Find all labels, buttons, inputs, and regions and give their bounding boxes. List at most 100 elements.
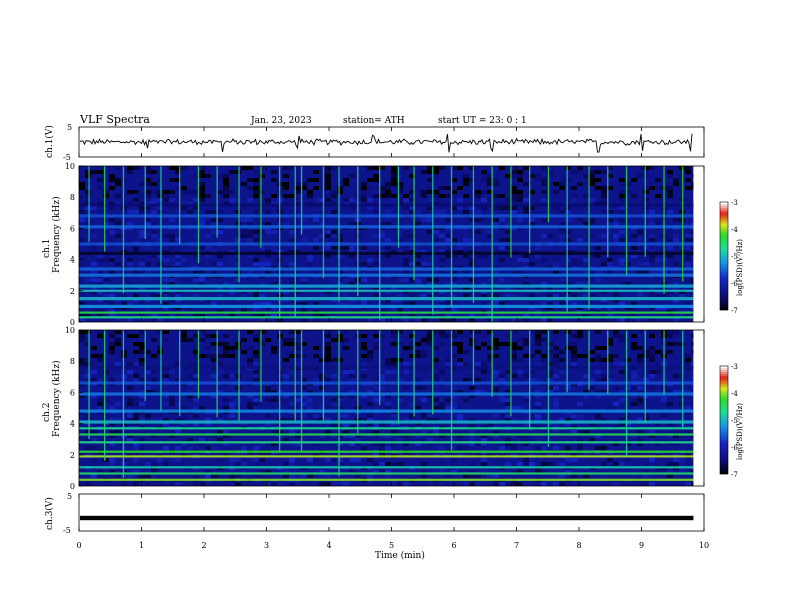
ch2-spectrogram-noise-cell: [217, 342, 223, 346]
ch2-spectrogram-noise-cell: [223, 374, 229, 378]
ch2-spectrogram-noise-cell: [319, 374, 325, 378]
ch2-spectrogram-noise-cell: [247, 362, 253, 366]
ch2-spectrogram-colorbar-segment: [720, 370, 728, 373]
ch1-spectrogram-noise-cell: [151, 234, 157, 238]
ch2-spectrogram-noise-cell: [301, 474, 307, 478]
ch2-spectrogram-noise-cell: [469, 470, 475, 474]
ch1-spectrogram-colorbar-segment: [720, 256, 728, 259]
ch1-spectrogram-noise-cell: [85, 314, 91, 318]
ch1-spectrogram-noise-cell: [451, 178, 457, 182]
ch2-spectrogram-noise-cell: [367, 414, 373, 418]
ch1-spectrogram-noise-cell: [631, 254, 637, 258]
ch2-spectrogram-noise-cell: [685, 406, 691, 410]
ch2-spectrogram-noise-cell: [475, 442, 481, 446]
ch1-spectrogram-noise-cell: [559, 314, 565, 318]
ch1-spectrogram-noise-cell: [427, 262, 433, 266]
ch2-spectrogram-noise-cell: [259, 442, 265, 446]
ch1-spectrogram-noise-cell: [385, 218, 391, 222]
ch2-spectrogram-noise-cell: [223, 442, 229, 446]
ch1-spectrogram-ylabel-channel: ch.1: [42, 239, 52, 258]
ch1-spectrogram-sferic: [322, 166, 325, 279]
ch2-spectrogram-noise-cell: [397, 422, 403, 426]
ch2-spectrogram-noise-cell: [355, 434, 361, 438]
ch1-spectrogram-noise-cell: [397, 314, 403, 318]
ch2-spectrogram-ytick-label: 0: [70, 482, 75, 491]
ch1-spectrogram-noise-cell: [127, 314, 133, 318]
ch2-spectrogram-noise-cell: [373, 374, 379, 378]
ch1-spectrogram-noise-cell: [145, 270, 151, 274]
ch2-spectrogram-noise-cell: [589, 386, 595, 390]
time-axis-tick-label: 6: [451, 541, 456, 550]
ch2-spectrogram-noise-cell: [505, 390, 511, 394]
ch2-spectrogram-noise-cell: [637, 378, 643, 382]
ch2-spectrogram-noise-cell: [109, 342, 115, 346]
ch2-spectrogram-noise-cell: [397, 370, 403, 374]
ch1-spectrogram-noise-cell: [205, 222, 211, 226]
ch2-spectrogram-noise-cell: [355, 442, 361, 446]
ch2-spectrogram-noise-cell: [463, 474, 469, 478]
ch2-spectrogram-noise-cell: [637, 430, 643, 434]
ch1-spectrogram-noise-cell: [229, 258, 235, 262]
ch2-spectrogram-sferic: [179, 330, 181, 416]
ch1-spectrogram-noise-cell: [313, 318, 319, 322]
ch1-spectrogram-noise-cell: [403, 230, 409, 234]
ch2-spectrogram-noise-cell: [667, 334, 673, 338]
ch2-spectrogram-sferic: [529, 330, 531, 430]
ch2-spectrogram-noise-cell: [139, 474, 145, 478]
ch1-spectrogram-noise-cell: [223, 174, 229, 178]
ch1-spectrogram-noise-cell: [475, 194, 481, 198]
ch1-spectrogram-sferic: [122, 166, 125, 294]
ch1-spectrogram-noise-cell: [439, 206, 445, 210]
ch1-spectrogram-noise-cell: [391, 182, 397, 186]
ch1-spectrogram-noise-cell: [127, 206, 133, 210]
ch1-spectrogram-noise-cell: [403, 210, 409, 214]
ch2-spectrogram-noise-cell: [307, 474, 313, 478]
ch1-spectrogram-sferic: [450, 166, 453, 307]
ch1-spectrogram-noise-cell: [109, 206, 115, 210]
ch1-spectrogram-noise-cell: [667, 210, 673, 214]
ch1-spectrogram-noise-cell: [139, 314, 145, 318]
ch1-spectrogram-noise-cell: [379, 318, 385, 322]
ch2-spectrogram-noise-cell: [307, 482, 313, 486]
ch1-spectrogram-noise-cell: [295, 246, 301, 250]
ch1-spectrogram-noise-cell: [481, 294, 487, 298]
ch2-spectrogram-noise-cell: [595, 346, 601, 350]
ch2-spectrogram-noise-cell: [391, 462, 397, 466]
ch2-spectrogram-sferic: [197, 330, 200, 399]
ch1-spectrogram-noise-cell: [145, 218, 151, 222]
ch1-spectrogram-noise-cell: [193, 314, 199, 318]
ch2-spectrogram-noise-cell: [607, 434, 613, 438]
ch1-spectrogram-noise-cell: [367, 166, 373, 170]
ch1-spectrogram-noise-cell: [199, 194, 205, 198]
ch2-spectrogram-noise-cell: [85, 438, 91, 442]
ch2-spectrogram-noise-cell: [523, 446, 529, 450]
ch2-spectrogram-noise-cell: [415, 422, 421, 426]
ch2-spectrogram-noise-cell: [523, 434, 529, 438]
ch1-spectrogram-ytick-label: 0: [70, 318, 75, 327]
ch1-spectrogram-noise-cell: [649, 294, 655, 298]
ch1-spectrogram-noise-cell: [493, 294, 499, 298]
ch1-spectrogram-noise-cell: [547, 246, 553, 250]
ch2-spectrogram-noise-cell: [331, 402, 337, 406]
ch1-spectrogram-colorbar-segment: [720, 300, 728, 303]
ch2-spectrogram-noise-cell: [331, 398, 337, 402]
ch2-spectrogram-noise-cell: [571, 358, 577, 362]
ch2-spectrogram-colorbar-segment: [720, 408, 728, 411]
ch1-spectrogram-noise-cell: [289, 262, 295, 266]
ch1-spectrogram-sferic: [644, 166, 646, 257]
ch1-spectrogram-colorbar-label: log(PSD)(V²/Hz): [736, 239, 744, 296]
ch1-spectrogram-noise-cell: [337, 186, 343, 190]
ch1-spectrogram-noise-cell: [565, 262, 571, 266]
ch2-spectrogram-noise-cell: [229, 406, 235, 410]
ch1-spectrogram-colorbar-segment: [720, 272, 728, 275]
ch2-spectrogram-sferic: [104, 330, 106, 461]
ch1-spectrogram-noise-cell: [313, 238, 319, 242]
ch1-spectrogram-noise-cell: [469, 178, 475, 182]
ch1-spectrogram-noise-cell: [307, 262, 313, 266]
ch2-spectrogram-noise-cell: [565, 470, 571, 474]
ch2-spectrogram-colorbar-segment: [720, 422, 728, 425]
ch2-spectrogram-noise-cell: [421, 470, 427, 474]
ch2-spectrogram-noise-cell: [169, 398, 175, 402]
ch1-spectrogram-noise-cell: [115, 166, 121, 170]
ch2-spectrogram-noise-cell: [415, 354, 421, 358]
